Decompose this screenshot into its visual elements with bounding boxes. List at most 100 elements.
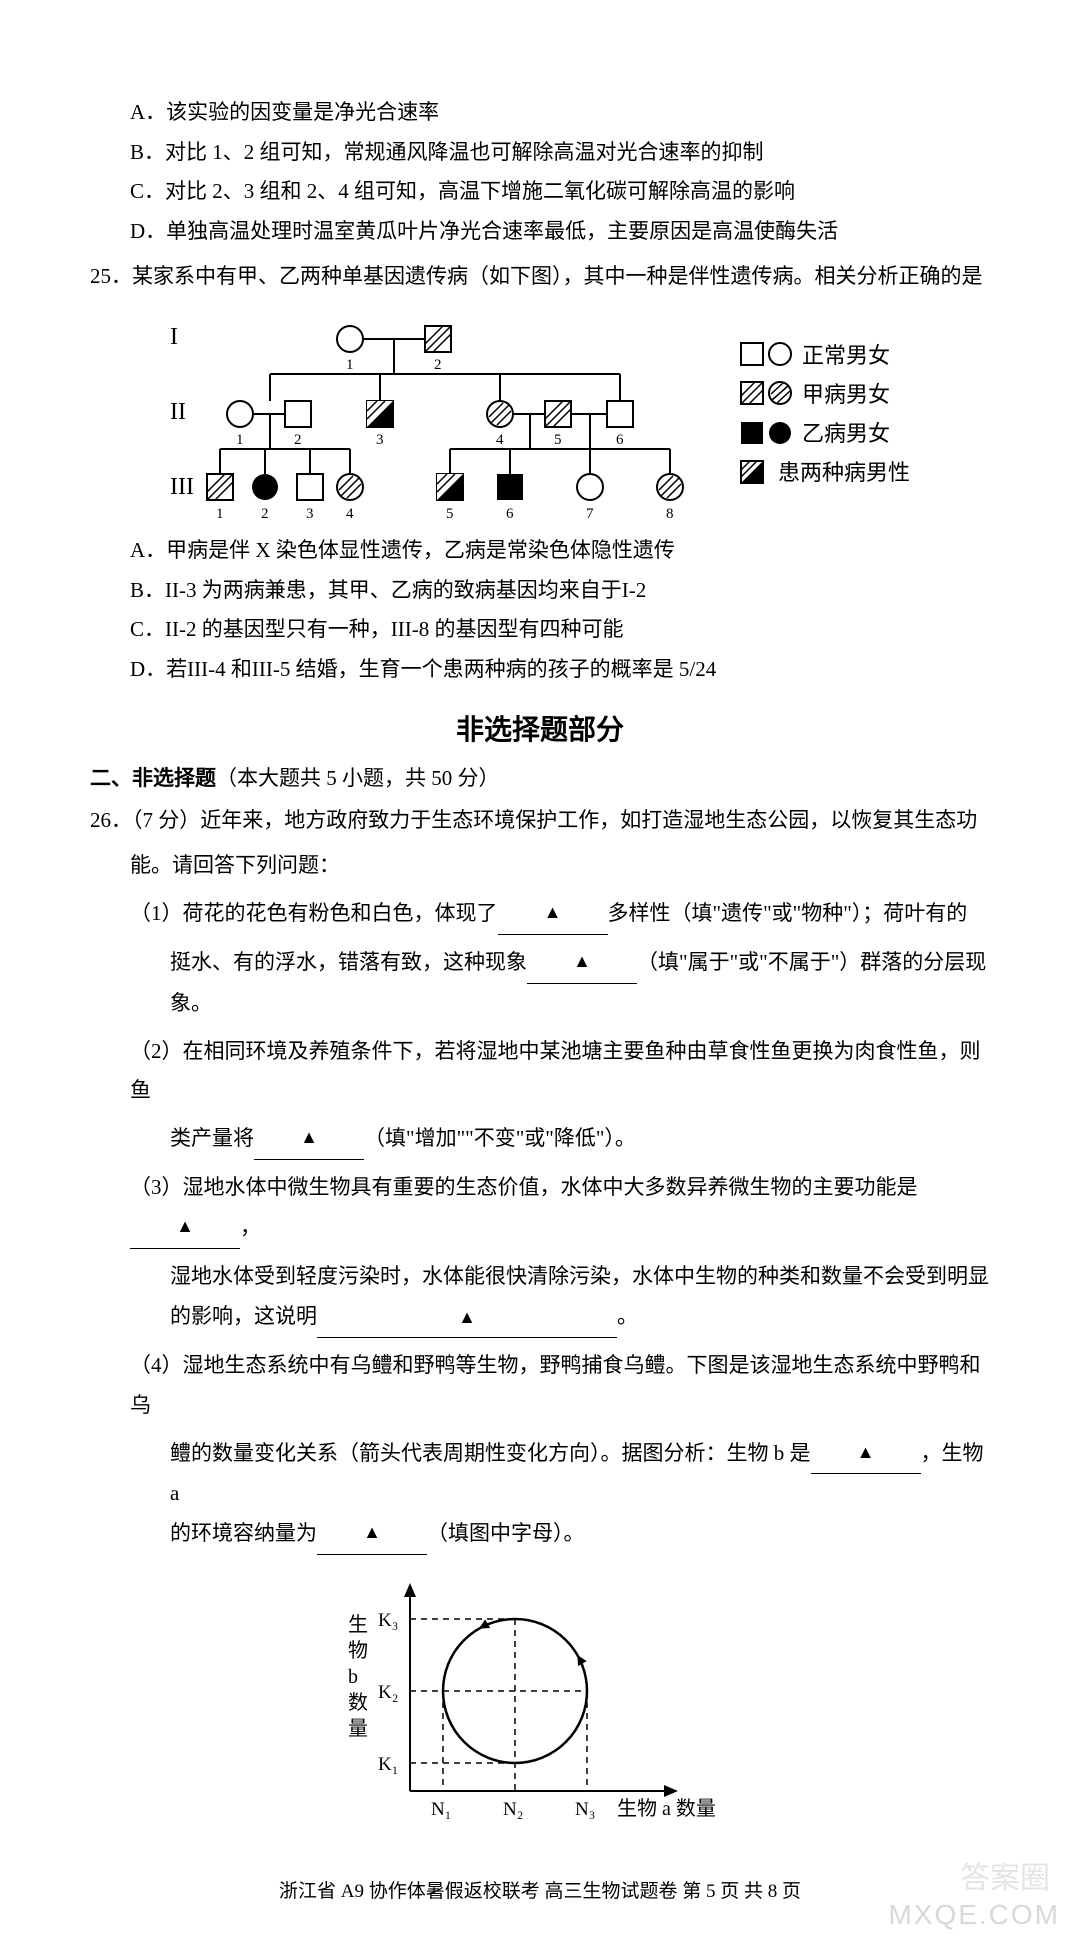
pedigree-node bbox=[285, 401, 311, 427]
option-text: II-3 为两病兼患，其甲、乙病的致病基因均来自于I-2 bbox=[165, 578, 646, 602]
option-label: C． bbox=[130, 179, 165, 203]
text: （1）荷花的花色有粉色和白色，体现了 bbox=[130, 901, 498, 925]
section-title: 非选择题部分 bbox=[90, 708, 990, 748]
svg-text:4: 4 bbox=[346, 506, 354, 522]
q26-part2: （2）在相同环境及养殖条件下，若将湿地中某池塘主要鱼种由草食性鱼更换为肉食性鱼，… bbox=[130, 1032, 990, 1112]
node-num: 1 bbox=[346, 357, 354, 373]
q25-option-c: C．II-2 的基因型只有一种，III-8 的基因型有四种可能 bbox=[130, 613, 990, 647]
text: （填图中字母）。 bbox=[427, 1521, 585, 1545]
svg-text:8: 8 bbox=[666, 506, 674, 522]
q24-option-c: C．对比 2、3 组和 2、4 组可知，高温下增施二氧化碳可解除高温的影响 bbox=[130, 175, 990, 209]
text: 的影响，这说明 bbox=[170, 1304, 317, 1328]
watermark-en: MXQE.COM bbox=[888, 1899, 1060, 1931]
chart-svg: 生物b数量K₃K₂K₁N₁N₂N₃生物 a 数量 bbox=[330, 1571, 750, 1831]
legend-text: 患两种病男性 bbox=[778, 455, 910, 490]
svg-text:K₂: K₂ bbox=[378, 1682, 398, 1703]
svg-text:6: 6 bbox=[616, 432, 624, 448]
gen-label-1: I bbox=[170, 324, 178, 350]
svg-text:1: 1 bbox=[236, 432, 244, 448]
legend-both: 患两种病男性 bbox=[740, 455, 910, 490]
q26-part3: （3）湿地水体中微生物具有重要的生态价值，水体中大多数异养微生物的主要功能是 ， bbox=[130, 1168, 990, 1249]
option-label: B． bbox=[130, 578, 165, 602]
svg-text:5: 5 bbox=[446, 506, 454, 522]
text: 多样性（填"遗传"或"物种"）；荷叶有的 bbox=[608, 901, 968, 925]
option-text: II-2 的基因型只有一种，III-8 的基因型有四种可能 bbox=[165, 617, 623, 641]
option-label: D． bbox=[130, 219, 166, 243]
fill-blank[interactable] bbox=[527, 943, 637, 984]
svg-text:N₁: N₁ bbox=[431, 1799, 451, 1820]
page-footer: 浙江省 A9 协作体暑假返校联考 高三生物试题卷 第 5 页 共 8 页 bbox=[90, 1876, 990, 1903]
fill-blank[interactable] bbox=[498, 894, 608, 935]
svg-text:6: 6 bbox=[506, 506, 514, 522]
svg-text:b: b bbox=[348, 1666, 358, 1688]
svg-text:4: 4 bbox=[496, 432, 504, 448]
legend-text: 正常男女 bbox=[802, 338, 890, 373]
legend-text: 甲病男女 bbox=[802, 377, 890, 412]
q26-part4: （4）湿地生态系统中有乌鳢和野鸭等生物，野鸭捕食乌鳢。下图是该湿地生态系统中野鸭… bbox=[130, 1346, 990, 1426]
legend-disease-a: 甲病男女 bbox=[740, 377, 910, 412]
heading-label: 二、非选择题 bbox=[90, 766, 216, 790]
option-label: D． bbox=[130, 657, 166, 681]
svg-text:3: 3 bbox=[306, 506, 314, 522]
question-text: 近年来，地方政府致力于生态环境保护工作，如打造湿地生态公园，以恢复其生态功 bbox=[200, 808, 977, 832]
q24-option-b: B．对比 1、2 组可知，常规通风降温也可解除高温对光合速率的抑制 bbox=[130, 136, 990, 170]
text: ， bbox=[240, 1215, 261, 1239]
fill-blank[interactable] bbox=[811, 1434, 921, 1475]
fill-blank[interactable] bbox=[130, 1208, 240, 1249]
svg-text:生: 生 bbox=[348, 1613, 368, 1636]
pedigree-node bbox=[227, 401, 253, 427]
option-text: 单独高温处理时温室黄瓜叶片净光合速率最低，主要原因是高温使酶失活 bbox=[166, 219, 838, 243]
q24-option-a: A．该实验的因变量是净光合速率 bbox=[130, 96, 990, 130]
option-label: A． bbox=[130, 100, 166, 124]
population-chart: 生物b数量K₃K₂K₁N₁N₂N₃生物 a 数量 bbox=[90, 1571, 990, 1836]
pedigree-legend: 正常男女 甲病男女 乙病男女 bbox=[740, 334, 910, 495]
q26-part4-cont2: 的环境容纳量为 （填图中字母）。 bbox=[170, 1514, 990, 1555]
q26-part2-cont: 类产量将 （填"增加""不变"或"降低"）。 bbox=[170, 1119, 990, 1160]
svg-text:2: 2 bbox=[261, 506, 269, 522]
q26-part1: （1）荷花的花色有粉色和白色，体现了 多样性（填"遗传"或"物种"）；荷叶有的 bbox=[130, 894, 990, 935]
text: 鳢的数量变化关系（箭头代表周期性变化方向）。据图分析：生物 b 是 bbox=[170, 1441, 811, 1465]
legend-disease-b: 乙病男女 bbox=[740, 416, 910, 451]
legend-text: 乙病男女 bbox=[802, 416, 890, 451]
q26-stem-cont: 能。请回答下列问题： bbox=[130, 846, 990, 886]
q25-stem: 25．某家系中有甲、乙两种单基因遗传病（如下图），其中一种是伴性遗传病。相关分析… bbox=[90, 260, 990, 294]
svg-text:2: 2 bbox=[294, 432, 302, 448]
q25-option-a: A．甲病是伴 X 染色体显性遗传，乙病是常染色体隐性遗传 bbox=[130, 534, 990, 568]
text: （3）湿地水体中微生物具有重要的生态价值，水体中大多数异养微生物的主要功能是 bbox=[130, 1175, 918, 1199]
text: （4）湿地生态系统中有乌鳢和野鸭等生物，野鸭捕食乌鳢。下图是该湿地生态系统中野鸭… bbox=[130, 1353, 981, 1417]
option-text: 对比 1、2 组可知，常规通风降温也可解除高温对光合速率的抑制 bbox=[165, 140, 764, 164]
gen-label-3: III bbox=[170, 474, 194, 500]
option-text: 该实验的因变量是净光合速率 bbox=[166, 100, 439, 124]
text: 的环境容纳量为 bbox=[170, 1521, 317, 1545]
text: （填"增加""不变"或"降低"）。 bbox=[364, 1126, 636, 1150]
svg-text:数: 数 bbox=[348, 1691, 368, 1714]
option-label: A． bbox=[130, 538, 166, 562]
node-num: 2 bbox=[434, 357, 442, 373]
q26-stem: 26．（7 分）近年来，地方政府致力于生态环境保护工作，如打造湿地生态公园，以恢… bbox=[90, 804, 990, 838]
legend-normal: 正常男女 bbox=[740, 338, 910, 373]
pedigree-node bbox=[607, 401, 633, 427]
pedigree-figure: I II III 1 2 1 2 bbox=[150, 304, 990, 524]
svg-text:7: 7 bbox=[586, 506, 594, 522]
svg-text:1: 1 bbox=[216, 506, 224, 522]
svg-text:3: 3 bbox=[376, 432, 384, 448]
q26-part3-cont1: 湿地水体受到轻度污染时，水体能很快清除污染，水体中生物的种类和数量不会受到明显 bbox=[170, 1257, 990, 1297]
fill-blank[interactable] bbox=[254, 1119, 364, 1160]
option-label: B． bbox=[130, 140, 165, 164]
svg-text:量: 量 bbox=[348, 1718, 368, 1740]
pedigree-node bbox=[337, 326, 363, 352]
svg-text:K₁: K₁ bbox=[378, 1754, 398, 1775]
text: （2）在相同环境及养殖条件下，若将湿地中某池塘主要鱼种由草食性鱼更换为肉食性鱼，… bbox=[130, 1039, 981, 1103]
question-text: 某家系中有甲、乙两种单基因遗传病（如下图），其中一种是伴性遗传病。相关分析正确的… bbox=[132, 264, 983, 288]
fill-blank[interactable] bbox=[317, 1514, 427, 1555]
question-points: （7 分） bbox=[132, 808, 200, 832]
option-text: 甲病是伴 X 染色体显性遗传，乙病是常染色体隐性遗传 bbox=[166, 538, 675, 562]
heading-note: （本大题共 5 小题，共 50 分） bbox=[216, 766, 500, 790]
option-text: 对比 2、3 组和 2、4 组可知，高温下增施二氧化碳可解除高温的影响 bbox=[165, 179, 795, 203]
question-number: 25． bbox=[90, 264, 132, 288]
q25-option-d: D．若III-4 和III-5 结婚，生育一个患两种病的孩子的概率是 5/24 bbox=[130, 653, 990, 687]
text: 类产量将 bbox=[170, 1126, 254, 1150]
svg-text:K₃: K₃ bbox=[378, 1610, 398, 1631]
fill-blank[interactable] bbox=[317, 1297, 617, 1338]
q24-option-d: D．单独高温处理时温室黄瓜叶片净光合速率最低，主要原因是高温使酶失活 bbox=[130, 215, 990, 249]
